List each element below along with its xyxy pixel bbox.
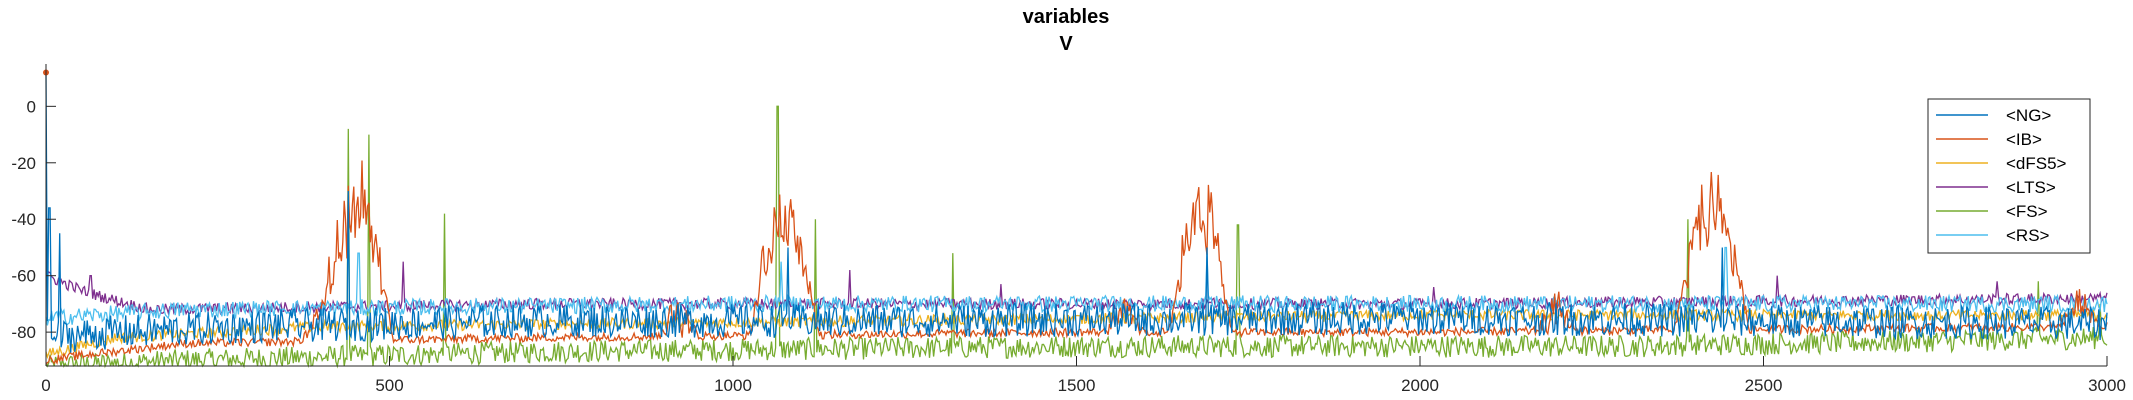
x-tick-label: 1500 [1058,376,1096,395]
x-tick-label: 2000 [1401,376,1439,395]
x-tick-label: 3000 [2088,376,2126,395]
legend-label: <FS> [2006,202,2048,221]
series-line [45,72,2108,353]
legend-label: <RS> [2006,226,2050,245]
legend: <NG> <IB> <dFS5> <LTS> <FS> <RS> [1927,98,2091,254]
legend-label: <NG> [2006,106,2051,125]
x-tick-label: 500 [375,376,403,395]
legend-box [1927,98,2091,254]
axes: 0 -20 -40 -60 -80 0 500 1000 1500 2000 2500 3000 [11,64,2126,395]
y-tick-label: -60 [11,267,36,286]
y-tick-label: -40 [11,210,36,229]
series-line [45,246,2108,326]
legend-label: <IB> [2006,130,2042,149]
series-line [45,105,2108,369]
y-tick-label: -80 [11,323,36,342]
chart-subtitle: V [1059,33,1073,55]
y-tick-label: -20 [11,154,36,173]
legend-label: <LTS> [2006,178,2056,197]
x-tick-label: 2500 [1745,376,1783,395]
series-layer [43,69,2108,369]
chart-title: variables [1023,6,1110,28]
y-tick-label: 0 [27,97,36,116]
x-tick-label: 1000 [714,376,752,395]
x-tick-label: 0 [41,376,50,395]
series-line [45,307,2108,360]
legend-label: <dFS5> [2006,154,2067,173]
